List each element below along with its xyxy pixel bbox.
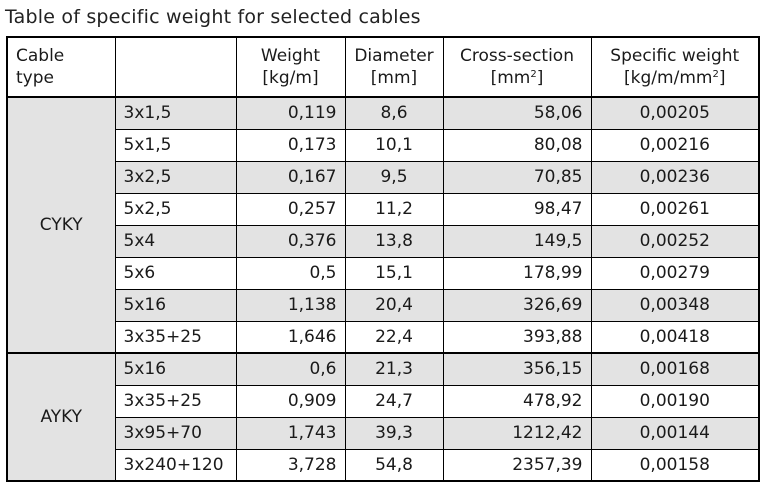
specific-weight-cell: 0,00144 bbox=[590, 416, 760, 450]
cross-section-cell: 149,5 bbox=[442, 224, 592, 258]
size-cell: 3x95+70 bbox=[114, 416, 237, 450]
specific-weight-cell: 0,00216 bbox=[590, 128, 760, 162]
cross-section-cell: 393,88 bbox=[442, 320, 592, 354]
cross-section-cell: 178,99 bbox=[442, 256, 592, 290]
table-caption: Table of specific weight for selected ca… bbox=[5, 6, 421, 28]
weight-cell: 0,257 bbox=[235, 192, 346, 226]
size-cell: 3x240+120 bbox=[114, 448, 237, 482]
header-diameter-label: Diameter bbox=[354, 46, 434, 66]
header-weight-unit: [kg/m] bbox=[262, 68, 319, 88]
table-row: 5x1,5 0,173 10,1 80,08 0,00216 bbox=[7, 128, 760, 162]
header-weight: Weight [kg/m] bbox=[235, 36, 346, 98]
diameter-cell: 10,1 bbox=[344, 128, 444, 162]
group-cyky: CYKY 3x1,5 0,119 8,6 58,06 0,00205 5x1,5 0,173 1… bbox=[6, 96, 760, 354]
header-specific-weight-unit-end: ] bbox=[718, 68, 726, 88]
header-cross-section-unit-sup: 2 bbox=[530, 69, 537, 80]
specific-weight-cell: 0,00190 bbox=[590, 384, 760, 418]
cable-type-cell: CYKY bbox=[6, 96, 116, 354]
diameter-cell: 15,1 bbox=[344, 256, 444, 290]
size-cell: 5x16 bbox=[114, 288, 237, 322]
header-size bbox=[114, 36, 237, 98]
specific-weight-cell: 0,00205 bbox=[590, 96, 760, 130]
size-cell: 5x2,5 bbox=[114, 192, 237, 226]
header-cross-section-label: Cross-section bbox=[460, 46, 574, 66]
weight-cell: 0,6 bbox=[235, 352, 346, 386]
weight-cell: 1,646 bbox=[235, 320, 346, 354]
header-cross-section-unit: [mm bbox=[490, 68, 531, 88]
specific-weight-cell: 0,00168 bbox=[590, 352, 760, 386]
diameter-cell: 24,7 bbox=[344, 384, 444, 418]
cross-section-cell: 70,85 bbox=[442, 160, 592, 194]
specific-weight-cell: 0,00418 bbox=[590, 320, 760, 354]
header-cable-type: Cable type bbox=[6, 36, 116, 98]
diameter-cell: 22,4 bbox=[344, 320, 444, 354]
table-row: 3x95+70 1,743 39,3 1212,42 0,00144 bbox=[7, 416, 760, 450]
cross-section-cell: 356,15 bbox=[442, 352, 592, 386]
size-cell: 3x35+25 bbox=[114, 384, 237, 418]
specific-weight-cell: 0,00236 bbox=[590, 160, 760, 194]
diameter-cell: 39,3 bbox=[344, 416, 444, 450]
diameter-cell: 9,5 bbox=[344, 160, 444, 194]
weight-cell: 0,909 bbox=[235, 384, 346, 418]
header-specific-weight-unit-sup: 2 bbox=[712, 69, 719, 80]
weight-cell: 0,5 bbox=[235, 256, 346, 290]
size-cell: 3x2,5 bbox=[114, 160, 237, 194]
diameter-cell: 13,8 bbox=[344, 224, 444, 258]
cross-section-cell: 58,06 bbox=[442, 96, 592, 130]
size-cell: 3x1,5 bbox=[114, 96, 237, 130]
table-row: 5x2,5 0,257 11,2 98,47 0,00261 bbox=[7, 192, 760, 226]
header-diameter: Diameter [mm] bbox=[344, 36, 444, 98]
weight-cell: 0,376 bbox=[235, 224, 346, 258]
size-cell: 5x4 bbox=[114, 224, 237, 258]
header-cross-section: Cross-section [mm2] bbox=[442, 36, 592, 98]
diameter-cell: 21,3 bbox=[344, 352, 444, 386]
cable-type-cell: AYKY bbox=[6, 352, 116, 482]
table-header: Cable type Weight [kg/m] Diameter [mm] Cro… bbox=[6, 36, 760, 98]
diameter-cell: 54,8 bbox=[344, 448, 444, 482]
weight-cell: 0,167 bbox=[235, 160, 346, 194]
table-row: 5x16 1,138 20,4 326,69 0,00348 bbox=[7, 288, 760, 322]
weight-cell: 3,728 bbox=[235, 448, 346, 482]
specific-weight-cell: 0,00279 bbox=[590, 256, 760, 290]
weight-cell: 1,743 bbox=[235, 416, 346, 450]
header-specific-weight-label: Specific weight bbox=[610, 46, 740, 66]
cross-section-cell: 326,69 bbox=[442, 288, 592, 322]
header-row: Cable type Weight [kg/m] Diameter [mm] Cro… bbox=[6, 36, 760, 98]
cross-section-cell: 98,47 bbox=[442, 192, 592, 226]
cross-section-cell: 478,92 bbox=[442, 384, 592, 418]
header-weight-label: Weight bbox=[260, 46, 321, 66]
specific-weight-cell: 0,00252 bbox=[590, 224, 760, 258]
specific-weight-cell: 0,00348 bbox=[590, 288, 760, 322]
table-row: CYKY 3x1,5 0,119 8,6 58,06 0,00205 bbox=[6, 96, 760, 354]
header-specific-weight-unit: [kg/m/mm bbox=[624, 68, 713, 88]
size-cell: 3x35+25 bbox=[114, 320, 237, 354]
diameter-cell: 11,2 bbox=[344, 192, 444, 226]
cross-section-cell: 2357,39 bbox=[442, 448, 592, 482]
size-cell: 5x6 bbox=[114, 256, 237, 290]
specific-weight-cell: 0,00158 bbox=[590, 448, 760, 482]
weight-cell: 0,119 bbox=[235, 96, 346, 130]
weight-cell: 1,138 bbox=[235, 288, 346, 322]
table-row: AYKY 5x16 0,6 21,3 356,15 0,00168 bbox=[6, 352, 760, 482]
cross-section-cell: 80,08 bbox=[442, 128, 592, 162]
size-cell: 5x1,5 bbox=[114, 128, 237, 162]
table-row: 5x4 0,376 13,8 149,5 0,00252 bbox=[7, 224, 760, 258]
header-cross-section-unit-end: ] bbox=[536, 68, 544, 88]
specific-weight-cell: 0,00261 bbox=[590, 192, 760, 226]
size-cell: 5x16 bbox=[114, 352, 237, 386]
table-row: 5x6 0,5 15,1 178,99 0,00279 bbox=[7, 256, 760, 290]
header-specific-weight: Specific weight [kg/m/mm2] bbox=[590, 36, 760, 98]
diameter-cell: 8,6 bbox=[344, 96, 444, 130]
diameter-cell: 20,4 bbox=[344, 288, 444, 322]
cross-section-cell: 1212,42 bbox=[442, 416, 592, 450]
table-row: 3x2,5 0,167 9,5 70,85 0,00236 bbox=[7, 160, 760, 194]
header-diameter-unit: [mm] bbox=[370, 68, 418, 88]
weight-cell: 0,173 bbox=[235, 128, 346, 162]
cable-weight-table: Cable type Weight [kg/m] Diameter [mm] Cro… bbox=[6, 36, 760, 482]
group-ayky: AYKY 5x16 0,6 21,3 356,15 0,00168 3x35+25 0,909… bbox=[6, 352, 760, 482]
table-row: 3x35+25 0,909 24,7 478,92 0,00190 bbox=[7, 384, 760, 418]
table-row: 3x35+25 1,646 22,4 393,88 0,00418 bbox=[7, 320, 760, 354]
table-row: 3x240+120 3,728 54,8 2357,39 0,00158 bbox=[7, 448, 760, 482]
